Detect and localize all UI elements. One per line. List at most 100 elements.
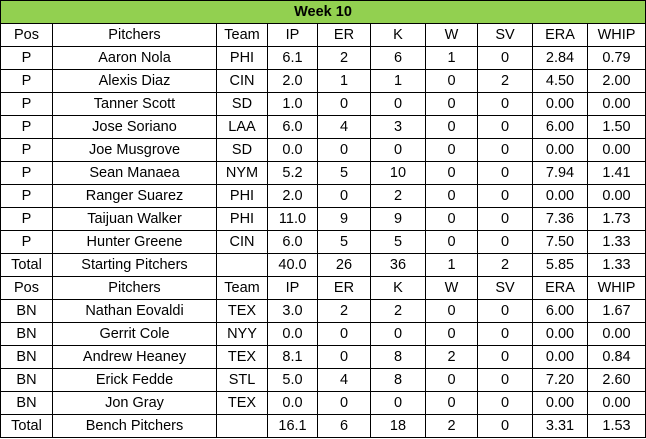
starters-header-row-er-cell: ER bbox=[317, 23, 371, 47]
starters-table-row-k-cell: 0 bbox=[370, 138, 426, 162]
bench-table-row-pos-cell: BN bbox=[0, 345, 53, 369]
bench-table-row-w-cell: 0 bbox=[425, 391, 478, 415]
starters-table-row-w-cell: 0 bbox=[425, 92, 478, 116]
bench-table-row-sv-cell: 0 bbox=[477, 345, 533, 369]
starters-table-row: P Tanner Scott SD 1.0 0 0 0 0 0.00 0.00 bbox=[0, 92, 646, 116]
starters-total-row-pitcher-cell: Starting Pitchers bbox=[52, 253, 217, 277]
starters-header-row-sv-cell: SV bbox=[477, 23, 533, 47]
starters-table-row-pos-cell: P bbox=[0, 184, 53, 208]
starters-table-row-era-cell: 2.84 bbox=[532, 46, 588, 70]
bench-table-row-era-cell: 0.00 bbox=[532, 322, 588, 346]
starters-total-row-era-cell: 5.85 bbox=[532, 253, 588, 277]
starters-table-row-k-cell: 1 bbox=[370, 69, 426, 93]
starters-table-row-ip-cell: 5.2 bbox=[267, 161, 318, 185]
starters-table-row-er-cell: 0 bbox=[317, 92, 371, 116]
starters-table-row: P Joe Musgrove SD 0.0 0 0 0 0 0.00 0.00 bbox=[0, 138, 646, 162]
bench-table-row-er-cell: 2 bbox=[317, 299, 371, 323]
bench-table-row-pitcher-cell: Andrew Heaney bbox=[52, 345, 217, 369]
starters-table-row-er-cell: 1 bbox=[317, 69, 371, 93]
bench-table-row-sv-cell: 0 bbox=[477, 391, 533, 415]
starters-table-row-era-cell: 0.00 bbox=[532, 138, 588, 162]
starters-table-row-ip-cell: 11.0 bbox=[267, 207, 318, 231]
starters-table-row-ip-cell: 1.0 bbox=[267, 92, 318, 116]
bench-table-row-team-cell: STL bbox=[216, 368, 268, 392]
bench-table-row-whip-cell: 0.84 bbox=[586, 345, 646, 369]
bench-table-row-pos-cell: BN bbox=[0, 391, 53, 415]
starters-table-row-whip-cell: 1.41 bbox=[586, 161, 646, 185]
bench-table-row: BN Jon Gray TEX 0.0 0 0 0 0 0.00 0.00 bbox=[0, 391, 646, 415]
starters-table-row-pitcher-cell: Taijuan Walker bbox=[52, 207, 217, 231]
starters-table-row-k-cell: 9 bbox=[370, 207, 426, 231]
starters-table-row-sv-cell: 0 bbox=[477, 92, 533, 116]
starters-table-row-pitcher-cell: Joe Musgrove bbox=[52, 138, 217, 162]
bench-table-row-team-cell: TEX bbox=[216, 299, 268, 323]
week-title: Week 10 bbox=[0, 0, 646, 24]
bench-table-row-k-cell: 2 bbox=[370, 299, 426, 323]
bench-total-row-pos-cell: Total bbox=[0, 414, 53, 438]
bench-table-row-era-cell: 7.20 bbox=[532, 368, 588, 392]
bench-table-row-whip-cell: 2.60 bbox=[586, 368, 646, 392]
bench-table-row-w-cell: 0 bbox=[425, 299, 478, 323]
starters-table-row-pitcher-cell: Sean Manaea bbox=[52, 161, 217, 185]
starters-table-row-er-cell: 0 bbox=[317, 184, 371, 208]
bench-total-row: Total Bench Pitchers 16.1 6 18 2 0 3.31 1.53 bbox=[0, 414, 646, 438]
starters-table-row-whip-cell: 0.00 bbox=[586, 184, 646, 208]
starters-table-row-era-cell: 0.00 bbox=[532, 92, 588, 116]
bench-table-row-er-cell: 0 bbox=[317, 345, 371, 369]
starters-table-row-sv-cell: 0 bbox=[477, 184, 533, 208]
bench-header-row-ip-cell: IP bbox=[267, 276, 318, 300]
starters-header-row-ip-cell: IP bbox=[267, 23, 318, 47]
bench-table-row-era-cell: 0.00 bbox=[532, 345, 588, 369]
bench-table-row-ip-cell: 0.0 bbox=[267, 322, 318, 346]
starters-table-row-team-cell: PHI bbox=[216, 184, 268, 208]
starters-header-row-pitcher-cell: Pitchers bbox=[52, 23, 217, 47]
starters-table-row-ip-cell: 2.0 bbox=[267, 69, 318, 93]
starters-table-row-era-cell: 7.50 bbox=[532, 230, 588, 254]
bench-table-row-k-cell: 0 bbox=[370, 322, 426, 346]
starters-total-row-ip-cell: 40.0 bbox=[267, 253, 318, 277]
starters-header-row-w-cell: W bbox=[425, 23, 478, 47]
bench-table-row-pitcher-cell: Erick Fedde bbox=[52, 368, 217, 392]
starters-table-row-w-cell: 0 bbox=[425, 115, 478, 139]
bench-header-row-team-cell: Team bbox=[216, 276, 268, 300]
starters-table-row-team-cell: NYM bbox=[216, 161, 268, 185]
starters-table-row-pitcher-cell: Aaron Nola bbox=[52, 46, 217, 70]
starters-table-row-pos-cell: P bbox=[0, 46, 53, 70]
bench-table-row-pitcher-cell: Jon Gray bbox=[52, 391, 217, 415]
bench-header-row-w-cell: W bbox=[425, 276, 478, 300]
starters-table-row-whip-cell: 0.00 bbox=[586, 138, 646, 162]
bench-header-row-k-cell: K bbox=[370, 276, 426, 300]
starters-table-row-pos-cell: P bbox=[0, 138, 53, 162]
bench-table-row-pitcher-cell: Gerrit Cole bbox=[52, 322, 217, 346]
bench-total-row-pitcher-cell: Bench Pitchers bbox=[52, 414, 217, 438]
bench-table-row-k-cell: 8 bbox=[370, 345, 426, 369]
starters-table-row-whip-cell: 1.50 bbox=[586, 115, 646, 139]
starters-total-row-er-cell: 26 bbox=[317, 253, 371, 277]
bench-total-row-sv-cell: 0 bbox=[477, 414, 533, 438]
starters-table-row-w-cell: 0 bbox=[425, 69, 478, 93]
bench-table-row-ip-cell: 8.1 bbox=[267, 345, 318, 369]
bench-table-row-er-cell: 0 bbox=[317, 322, 371, 346]
bench-table-row-team-cell: TEX bbox=[216, 345, 268, 369]
starters-table-row-team-cell: PHI bbox=[216, 46, 268, 70]
starters-table-row-ip-cell: 2.0 bbox=[267, 184, 318, 208]
bench-table-row-ip-cell: 0.0 bbox=[267, 391, 318, 415]
bench-total-row-ip-cell: 16.1 bbox=[267, 414, 318, 438]
starters-table-row-ip-cell: 6.0 bbox=[267, 230, 318, 254]
bench-table-row-er-cell: 0 bbox=[317, 391, 371, 415]
starters-table-row-w-cell: 0 bbox=[425, 161, 478, 185]
starters-table-row: P Hunter Greene CIN 6.0 5 5 0 0 7.50 1.33 bbox=[0, 230, 646, 254]
starters-table-row: P Jose Soriano LAA 6.0 4 3 0 0 6.00 1.50 bbox=[0, 115, 646, 139]
starters-table-row-pos-cell: P bbox=[0, 161, 53, 185]
bench-table-row: BN Gerrit Cole NYY 0.0 0 0 0 0 0.00 0.00 bbox=[0, 322, 646, 346]
starters-table-row-k-cell: 2 bbox=[370, 184, 426, 208]
bench-header-row-whip-cell: WHIP bbox=[586, 276, 646, 300]
starters-table-row-er-cell: 2 bbox=[317, 46, 371, 70]
starters-header-row-whip-cell: WHIP bbox=[586, 23, 646, 47]
starters-table-row-pos-cell: P bbox=[0, 207, 53, 231]
starters-table-row-k-cell: 3 bbox=[370, 115, 426, 139]
starters-table-row-sv-cell: 0 bbox=[477, 115, 533, 139]
starters-table-row-k-cell: 0 bbox=[370, 92, 426, 116]
starters-table-row-er-cell: 9 bbox=[317, 207, 371, 231]
bench-table-row: BN Erick Fedde STL 5.0 4 8 0 0 7.20 2.60 bbox=[0, 368, 646, 392]
